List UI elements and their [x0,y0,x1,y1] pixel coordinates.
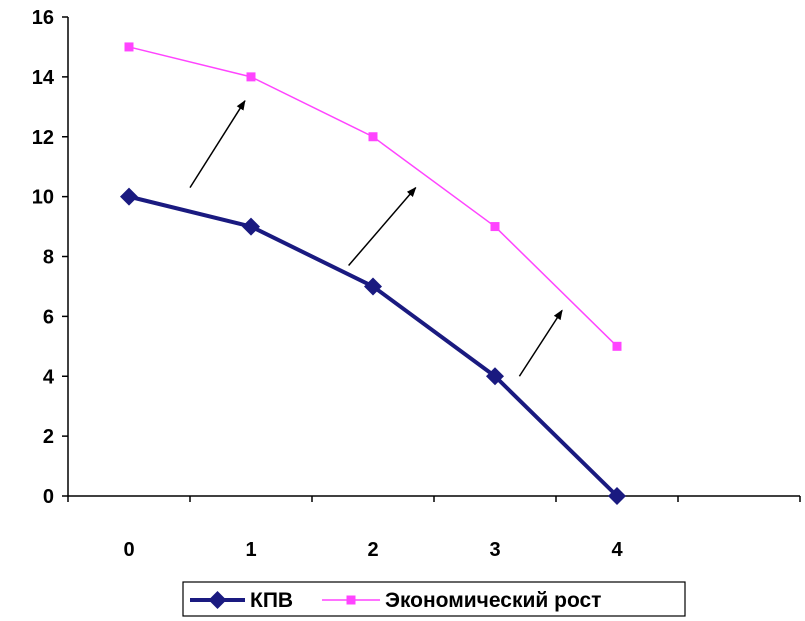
y-tick-label: 2 [43,426,54,448]
data-point [486,367,504,386]
x-tick-label: 3 [489,539,500,561]
annotations [189,99,563,377]
legend-label-kpv: КПВ [250,589,293,612]
legend-label-growth: Экономический рост [385,589,601,612]
data-point [364,277,382,296]
data-point [490,222,500,232]
x-tick-label: 2 [367,539,378,561]
y-tick-label: 14 [32,67,55,89]
y-tick-label: 4 [43,366,55,388]
data-point [120,187,138,206]
x-tick-label: 4 [611,539,623,561]
legend-marker-growth [346,595,356,605]
series-line-0 [128,194,619,498]
data-point [608,487,626,505]
y-tick-label: 10 [32,187,54,209]
legend-marker-kpv [208,591,227,609]
plot-area [120,42,626,505]
series-line-1 [128,46,618,347]
shift-arrow [189,99,246,189]
data-point [612,341,622,351]
legend: КПВ Экономический рост [182,581,686,617]
y-tick-label: 12 [32,127,54,149]
shift-arrow [348,186,417,266]
y-tick-label: 6 [43,306,54,328]
shift-arrow [518,309,563,377]
data-point [242,217,260,236]
legend-box [182,581,686,617]
y-tick-label: 8 [43,247,54,269]
x-tick-label: 1 [245,539,256,561]
data-point [368,132,378,142]
y-tick-label: 0 [43,486,54,508]
y-tick-label: 16 [32,7,54,29]
x-tick-label: 0 [123,539,134,561]
data-point [124,42,134,52]
data-point [246,72,256,82]
